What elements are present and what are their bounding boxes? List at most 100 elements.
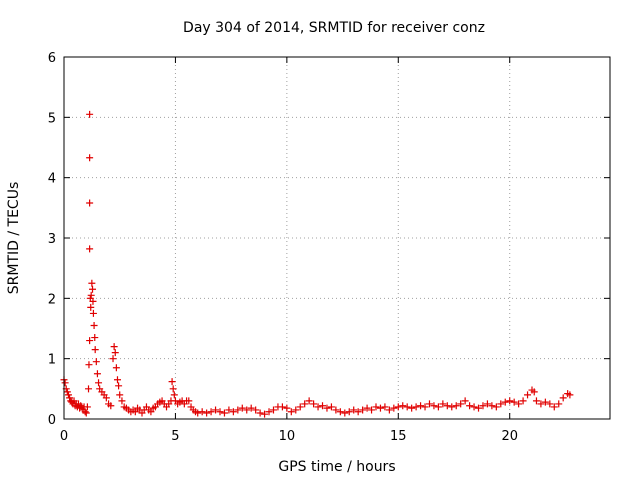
data-point [430, 402, 438, 410]
data-point [109, 355, 117, 363]
y-tick-label: 2 [48, 292, 56, 307]
data-point [403, 403, 411, 411]
data-point [555, 400, 563, 408]
data-point [452, 402, 460, 410]
data-point [87, 303, 95, 311]
data-point [519, 397, 527, 405]
data-point [421, 403, 429, 411]
y-tick-label: 3 [48, 232, 56, 247]
data-point [448, 403, 456, 411]
data-point [112, 364, 120, 372]
data-point [86, 245, 94, 253]
data-point [363, 404, 371, 412]
data-point [95, 379, 103, 387]
data-point [269, 406, 277, 414]
data-point [327, 403, 335, 411]
data-point [368, 406, 376, 414]
data-point [238, 404, 246, 412]
data-point [457, 400, 465, 408]
data-point [63, 388, 71, 396]
data-point [345, 408, 353, 416]
data-point [185, 397, 193, 405]
data-points [60, 110, 574, 418]
data-point [234, 406, 242, 414]
data-point [229, 408, 237, 416]
data-point [283, 404, 291, 412]
data-point [530, 388, 538, 396]
data-point [359, 406, 367, 414]
data-point [510, 398, 518, 406]
data-point [354, 408, 362, 416]
data-point [194, 409, 202, 417]
data-point [61, 379, 69, 387]
data-point [466, 402, 474, 410]
data-point [77, 402, 85, 410]
x-tick-label: 15 [390, 429, 407, 444]
data-point [88, 279, 96, 287]
data-point [408, 404, 416, 412]
data-point [323, 404, 331, 412]
data-point [390, 404, 398, 412]
data-point [102, 394, 110, 402]
data-point [385, 406, 393, 414]
data-point [278, 403, 286, 411]
y-tick-label: 1 [48, 353, 56, 368]
data-point [110, 343, 118, 351]
data-point [116, 391, 124, 399]
data-point [425, 400, 433, 408]
data-point [225, 406, 233, 414]
data-point [492, 403, 500, 411]
data-point [497, 400, 505, 408]
y-tick-label: 5 [48, 111, 56, 126]
data-point [524, 391, 532, 399]
data-point [64, 391, 72, 399]
data-point [89, 285, 97, 293]
data-point [546, 400, 554, 408]
data-point [461, 397, 469, 405]
data-point [85, 361, 93, 369]
x-tick-label: 20 [501, 429, 518, 444]
data-point [470, 403, 478, 411]
data-point [376, 404, 384, 412]
data-point [287, 408, 295, 416]
data-point [350, 406, 358, 414]
data-point [168, 378, 176, 386]
data-point [319, 402, 327, 410]
data-point [515, 400, 523, 408]
data-point [501, 398, 509, 406]
y-tick-label: 0 [48, 413, 56, 428]
data-point [332, 406, 340, 414]
data-point [566, 391, 574, 399]
data-point [310, 400, 318, 408]
data-point [93, 370, 101, 378]
data-point [305, 397, 313, 405]
data-point [169, 385, 177, 393]
data-point [203, 409, 211, 417]
data-point [412, 403, 420, 411]
data-point [301, 400, 309, 408]
data-point [220, 409, 228, 417]
data-point [113, 376, 121, 384]
data-point [443, 402, 451, 410]
y-tick-label: 4 [48, 172, 56, 187]
data-point [107, 402, 115, 410]
data-point [532, 397, 540, 405]
data-point [479, 402, 487, 410]
data-point [115, 382, 123, 390]
data-point [394, 403, 402, 411]
data-point [559, 394, 567, 402]
data-point [417, 402, 425, 410]
data-point [118, 397, 126, 405]
x-tick-label: 10 [279, 429, 296, 444]
data-point [341, 409, 349, 417]
data-point [314, 403, 322, 411]
data-point [131, 408, 139, 416]
data-point [92, 358, 100, 366]
y-tick-label: 6 [48, 51, 56, 66]
y-axis-label: SRMTID / TECUs [6, 182, 22, 295]
chart-title: Day 304 of 2014, SRMTID for receiver con… [183, 20, 485, 36]
data-point [537, 400, 545, 408]
data-point [111, 349, 119, 357]
data-point [86, 199, 94, 207]
